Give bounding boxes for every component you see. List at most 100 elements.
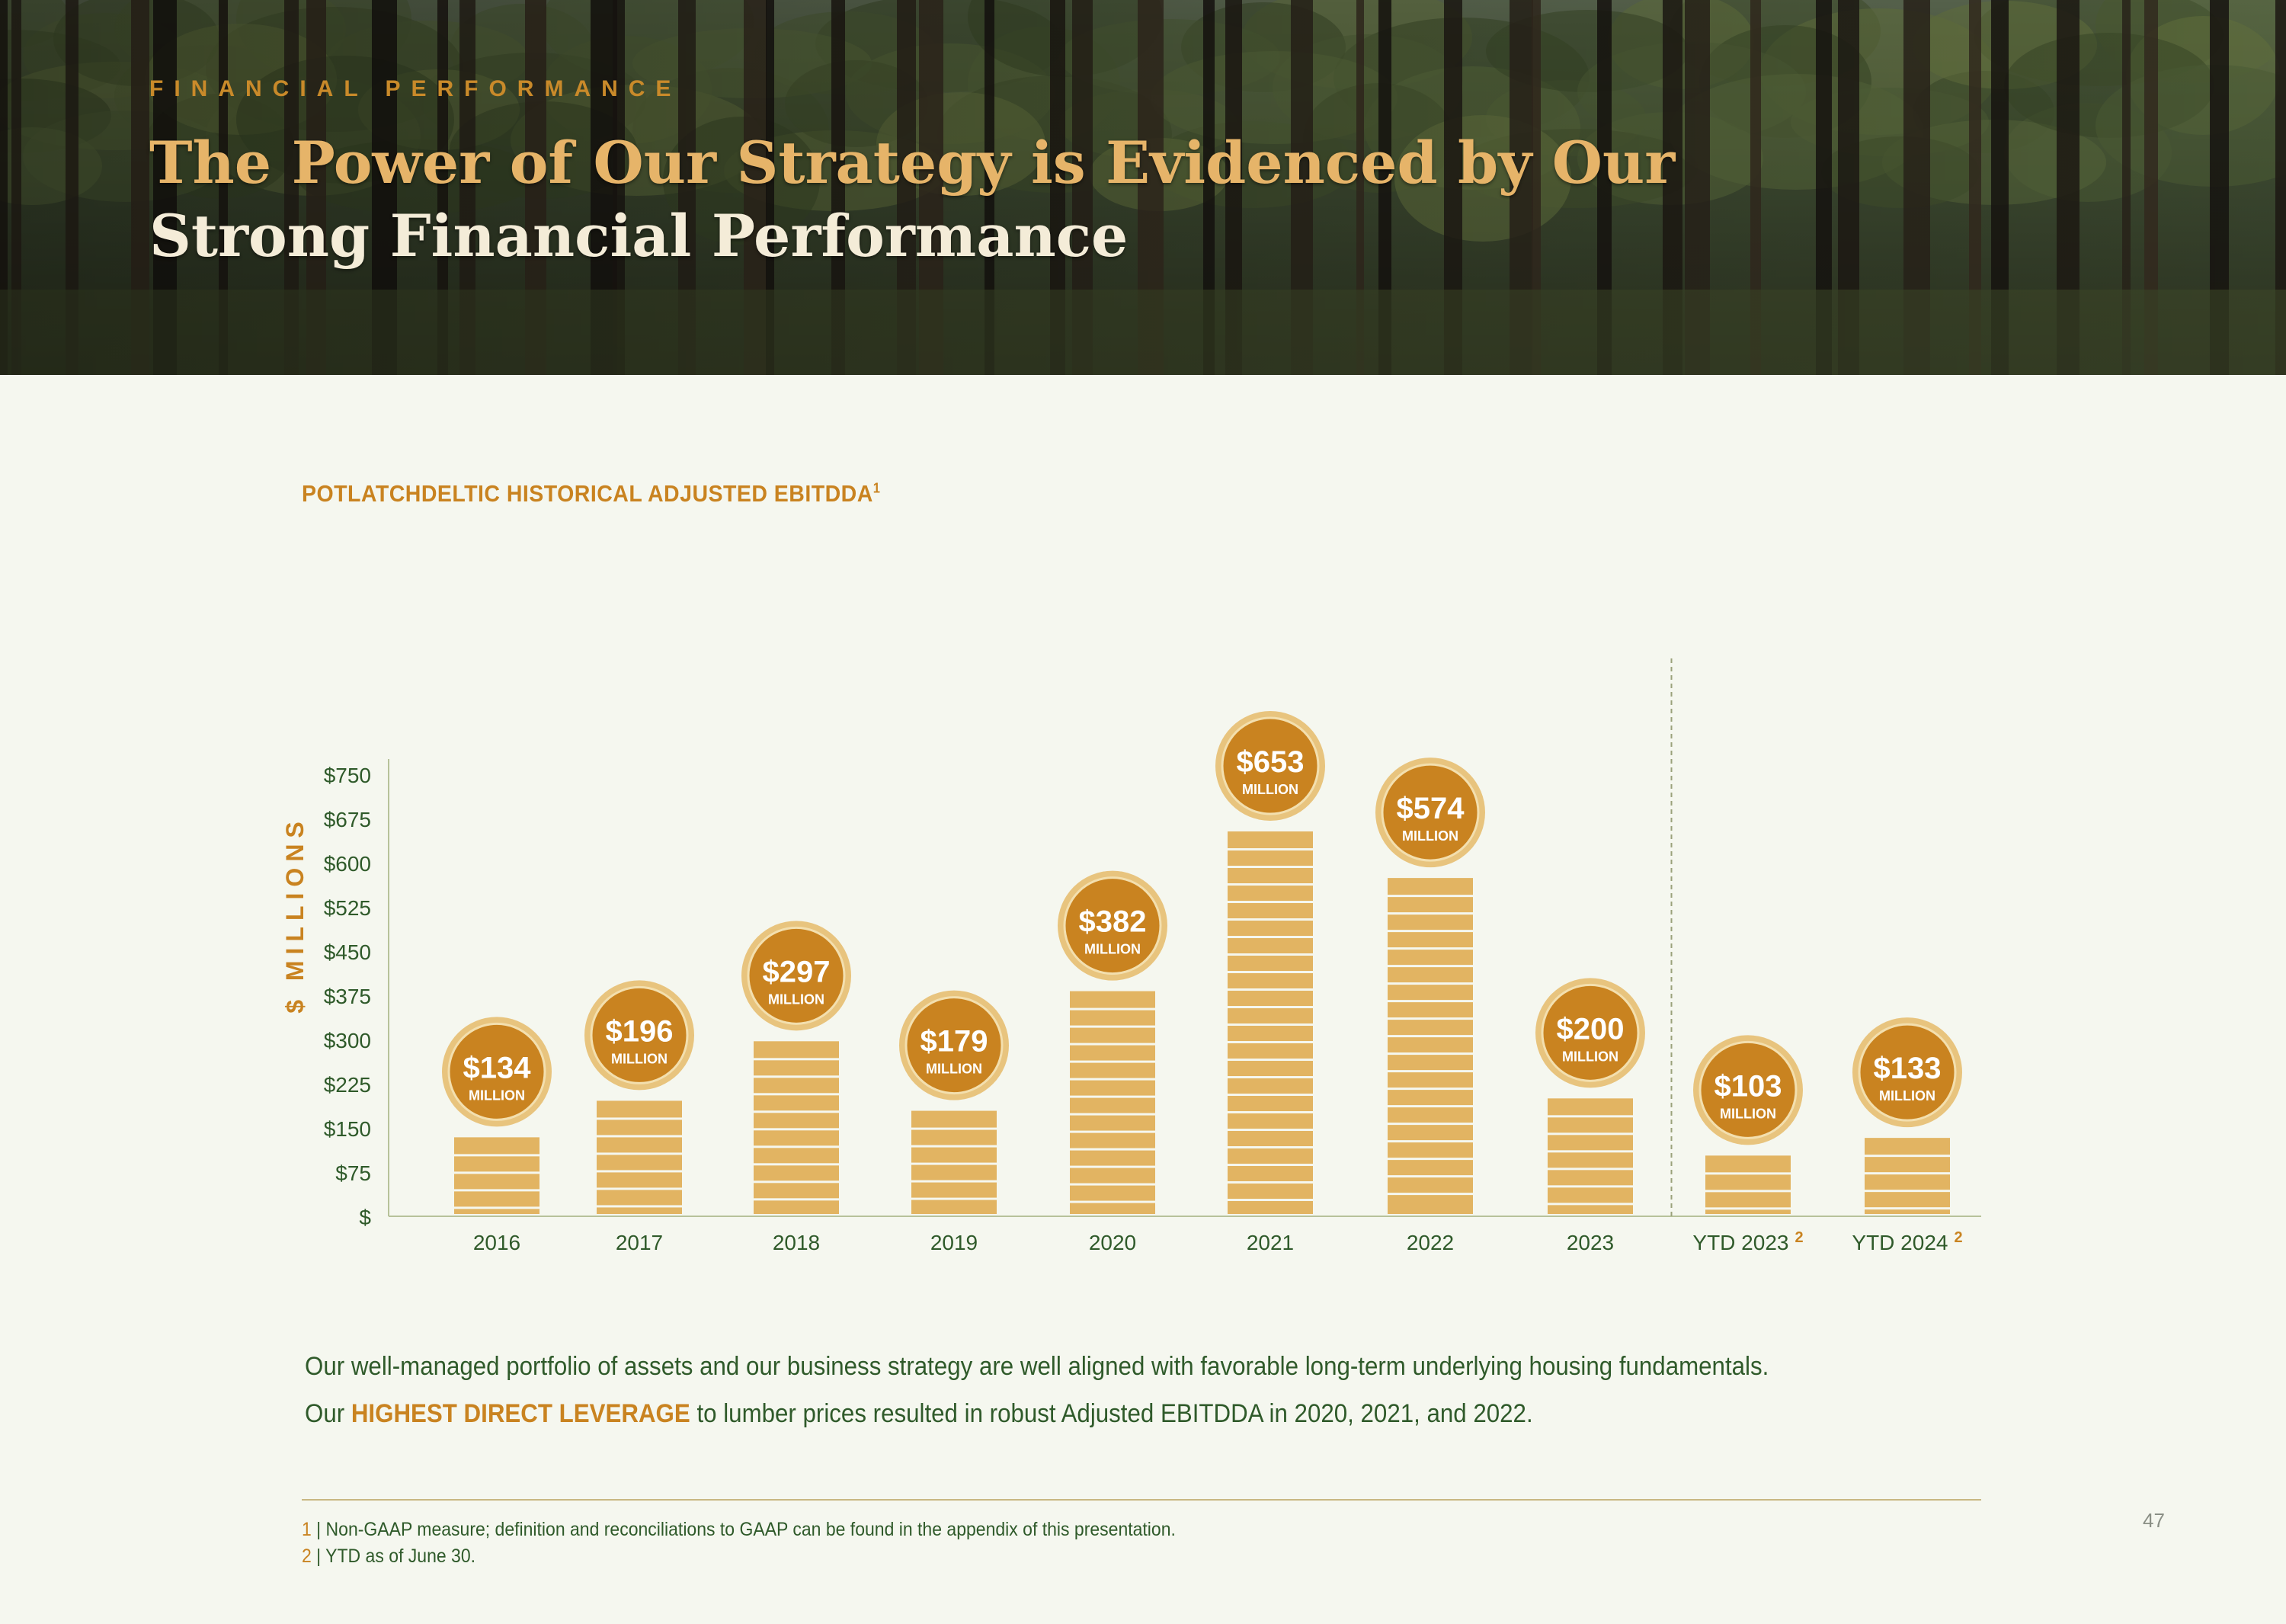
ebitdda-bar-chart: $ MILLIONS $$75$150$225$300$375$450$525$… — [281, 658, 1981, 1254]
bar-stripe — [597, 1135, 682, 1138]
footnote-2: 2 | YTD as of June 30. — [302, 1543, 1176, 1570]
bar-rect — [1388, 878, 1473, 1214]
bar-stripe — [1548, 1132, 1633, 1136]
bar-stripe — [1070, 1078, 1155, 1081]
bar-rect — [1705, 1155, 1791, 1214]
bar-stripe — [1228, 866, 1313, 869]
bar-ytd-2024 — [1865, 1138, 1950, 1214]
forest-background-image — [0, 0, 2286, 375]
badge-core — [1063, 876, 1162, 975]
bar-2022 — [1388, 878, 1473, 1214]
value-badge: $179 MILLION — [899, 990, 1009, 1100]
value-badge: $200 MILLION — [1535, 978, 1645, 1088]
badge-value: $297 — [763, 955, 831, 988]
bar-stripe — [597, 1117, 682, 1120]
y-tick-label: $375 — [324, 985, 371, 1008]
bar-stripe — [1705, 1172, 1791, 1175]
body-text: Our well-managed portfolio of assets and… — [305, 1343, 1917, 1437]
bar-stripe — [454, 1189, 539, 1192]
bar-stripe — [1388, 1158, 1473, 1161]
value-badges: $134 MILLION $196 MILLION $297 MILLION $179 MIL… — [442, 711, 1962, 1145]
badge-unit: MILLION — [1562, 1049, 1618, 1064]
value-badge: $382 MILLION — [1058, 870, 1167, 981]
bar-stripe — [597, 1205, 682, 1208]
bar-stripe — [1548, 1203, 1633, 1206]
bar-stripe — [1228, 1006, 1313, 1009]
x-tick-footnote: 2 — [1795, 1229, 1803, 1246]
badge-unit: MILLION — [768, 991, 824, 1007]
bar-rect — [1070, 991, 1155, 1214]
bar-stripe — [1388, 1070, 1473, 1073]
footnote-2-number: 2 — [302, 1546, 312, 1567]
bar-2017 — [597, 1100, 682, 1214]
value-badge: $574 MILLION — [1375, 758, 1485, 868]
bar-stripe — [1228, 1059, 1313, 1062]
bar-stripe — [1388, 1052, 1473, 1055]
bar-stripe — [1070, 1183, 1155, 1186]
highest-direct-leverage-highlight: HIGHEST DIRECT LEVERAGE — [351, 1399, 690, 1428]
y-tick-label: $225 — [324, 1073, 371, 1097]
value-badge: $653 MILLION — [1215, 711, 1325, 822]
value-badge: $103 MILLION — [1693, 1035, 1803, 1145]
bar-stripe — [1228, 883, 1313, 886]
bar-stripe — [1228, 1164, 1313, 1167]
bar-stripe — [1388, 947, 1473, 950]
bar-stripe — [1388, 1193, 1473, 1196]
bar-stripe — [1228, 901, 1313, 904]
bar-stripe — [754, 1075, 839, 1078]
y-tick-label: $300 — [324, 1029, 371, 1052]
footnote-divider — [302, 1499, 1981, 1501]
x-tick-label: 2019 — [930, 1231, 978, 1254]
badge-core — [1221, 716, 1320, 815]
bar-stripe — [1388, 1123, 1473, 1126]
bar-rect — [1548, 1098, 1633, 1214]
bar-stripe — [911, 1162, 997, 1165]
bar-stripe — [1865, 1155, 1950, 1158]
bar-stripe — [754, 1128, 839, 1131]
bar-stripe — [1228, 1129, 1313, 1132]
bar-stripe — [754, 1180, 839, 1184]
bar-stripe — [1228, 1181, 1313, 1184]
badge-core — [447, 1022, 546, 1121]
bar-stripe — [1388, 930, 1473, 933]
page-title-line-1: The Power of Our Strategy is Evidenced b… — [149, 129, 1676, 197]
bar-2019 — [911, 1110, 997, 1214]
bar-stripe — [1228, 1076, 1313, 1079]
bar-rect — [1228, 831, 1313, 1214]
y-tick-label: $525 — [324, 896, 371, 920]
bar-stripe — [1070, 1095, 1155, 1098]
bar-stripe — [1228, 1111, 1313, 1114]
bar-stripe — [1548, 1185, 1633, 1188]
bar-rect — [1865, 1138, 1950, 1214]
value-badge: $196 MILLION — [584, 980, 694, 1091]
bars — [454, 831, 1950, 1214]
bar-stripe — [597, 1170, 682, 1173]
bar-stripe — [1228, 1041, 1313, 1044]
footnotes: 1 | Non-GAAP measure; definition and rec… — [302, 1517, 1176, 1570]
bar-stripe — [597, 1187, 682, 1190]
page-title: The Power of Our Strategy is Evidenced b… — [149, 127, 1826, 273]
bar-stripe — [1228, 1094, 1313, 1097]
value-badge: $297 MILLION — [741, 921, 851, 1031]
body-line-2: Our HIGHEST DIRECT LEVERAGE to lumber pr… — [305, 1390, 1917, 1437]
x-tick-label: 2023 — [1567, 1231, 1614, 1254]
chart-title-footnote: 1 — [872, 480, 881, 496]
bar-stripe — [1388, 1087, 1473, 1091]
bar-stripe — [1070, 1025, 1155, 1028]
y-tick-label: $ — [359, 1206, 371, 1229]
bar-stripe — [1228, 971, 1313, 974]
badge-unit: MILLION — [1242, 782, 1298, 797]
bar-stripe — [1070, 1043, 1155, 1046]
section-eyebrow: FINANCIAL PERFORMANCE — [149, 76, 682, 101]
badge-unit: MILLION — [1720, 1106, 1776, 1121]
chart-axes — [388, 658, 1981, 1217]
footnote-2-text: | YTD as of June 30. — [311, 1546, 476, 1567]
bar-stripe — [1070, 1165, 1155, 1168]
bar-stripe — [911, 1145, 997, 1148]
badge-value: $103 — [1714, 1069, 1782, 1103]
x-tick-label: 2020 — [1089, 1231, 1136, 1254]
badge-unit: MILLION — [1879, 1088, 1935, 1103]
badge-unit: MILLION — [1084, 942, 1141, 957]
bar-stripe — [1865, 1207, 1950, 1210]
bar-stripe — [1705, 1190, 1791, 1193]
